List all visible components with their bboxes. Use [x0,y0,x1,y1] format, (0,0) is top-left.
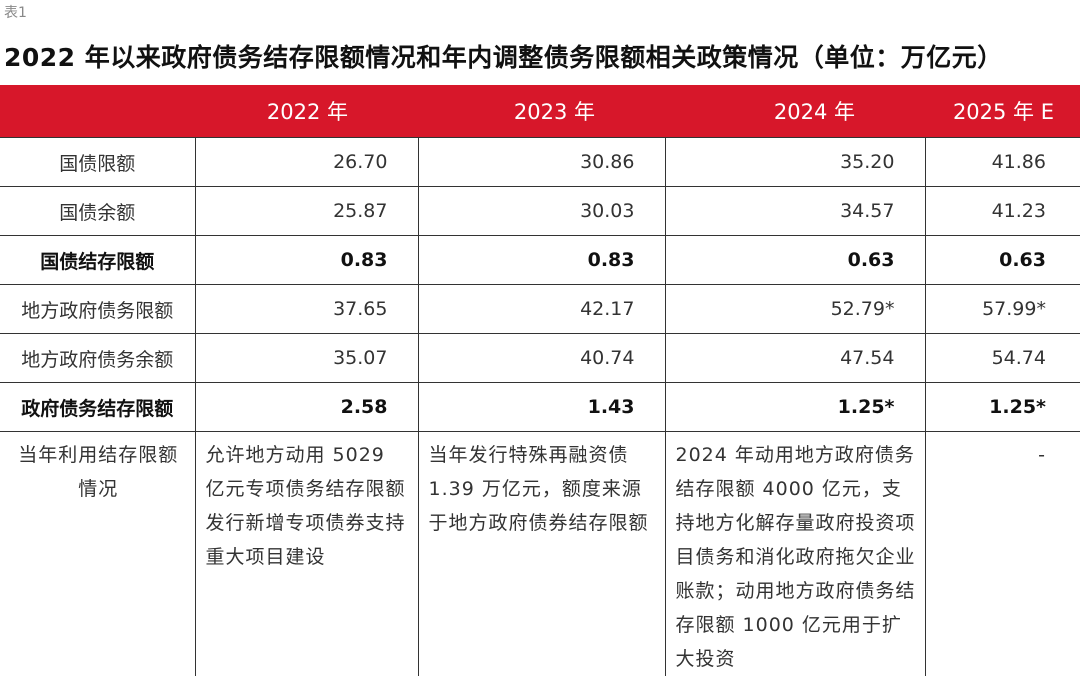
table-cell: 41.86 [925,138,1080,187]
table-cell: 当年发行特殊再融资债 1.39 万亿元，额度来源于地方政府债券结存限额 [418,432,665,676]
table-cell: 30.86 [418,138,665,187]
table-cell: 41.23 [925,187,1080,236]
row-header: 政府债务结存限额 [0,383,195,432]
row-header: 国债余额 [0,187,195,236]
row-header: 地方政府债务限额 [0,285,195,334]
column-header: 2025 年 E [925,85,1080,138]
table-cell: 0.83 [418,236,665,285]
row-header: 当年利用结存限额情况 [0,432,195,676]
table-cell: 2024 年动用地方政府债务结存限额 4000 亿元，支持地方化解存量政府投资项… [665,432,925,676]
table-cell: 0.63 [925,236,1080,285]
row-header: 地方政府债务余额 [0,334,195,383]
table-cell: 1.43 [418,383,665,432]
column-header [0,85,195,138]
table-cell: 52.79* [665,285,925,334]
table-cell: 26.70 [195,138,418,187]
table-cell: 34.57 [665,187,925,236]
table-cell: 0.83 [195,236,418,285]
column-header: 2023 年 [418,85,665,138]
table-cell: 54.74 [925,334,1080,383]
table-cell: 25.87 [195,187,418,236]
table-cell: 42.17 [418,285,665,334]
column-header: 2022 年 [195,85,418,138]
table-cell: 1.25* [665,383,925,432]
page: {"header": {"label": "表1", "title": "202… [0,0,1080,656]
table-cell: 47.54 [665,334,925,383]
table-cell: 35.07 [195,334,418,383]
column-header: 2024 年 [665,85,925,138]
table-cell: 37.65 [195,285,418,334]
table-cell: 40.74 [418,334,665,383]
table-cell: 2.58 [195,383,418,432]
table-cell: 允许地方动用 5029 亿元专项债务结存限额发行新增专项债券支持重大项目建设 [195,432,418,676]
table-title: 2022 年以来政府债务结存限额情况和年内调整债务限额相关政策情况（单位：万亿元… [4,38,1003,74]
table-cell: 30.03 [418,187,665,236]
row-header: 国债限额 [0,138,195,187]
table-label: 表1 [4,2,27,22]
table-cell: 0.63 [665,236,925,285]
table-cell: 1.25* [925,383,1080,432]
table-cell: 35.20 [665,138,925,187]
table-row: 当年利用结存限额情况允许地方动用 5029 亿元专项债务结存限额发行新增专项债券… [0,432,1080,676]
table-cell: - [925,432,1080,676]
row-header: 国债结存限额 [0,236,195,285]
table-cell: 57.99* [925,285,1080,334]
